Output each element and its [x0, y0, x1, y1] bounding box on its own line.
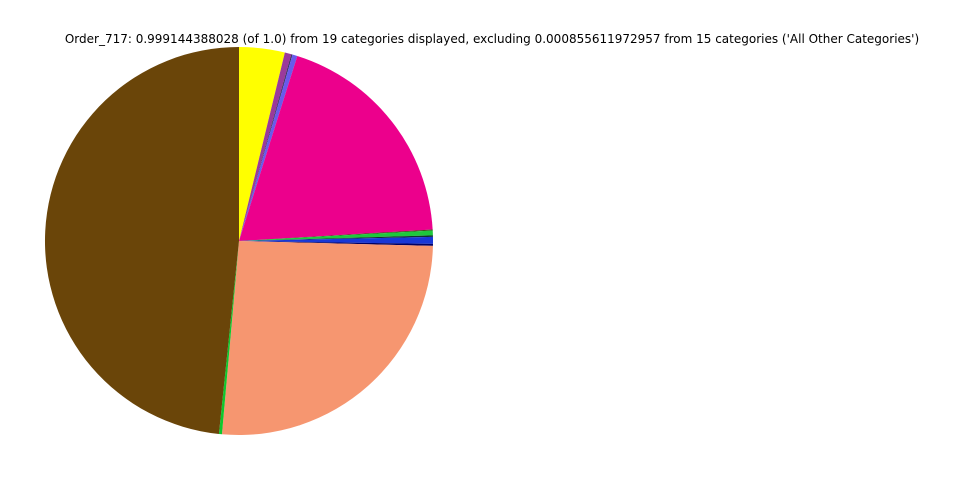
pie-slice [239, 241, 433, 246]
pie-slice [218, 241, 239, 435]
pie-slice [221, 241, 433, 435]
pie-slice [44, 47, 240, 434]
pie-slice [239, 229, 433, 241]
chart-title: Order_717: 0.999144388028 (of 1.0) from … [64, 32, 920, 46]
pie-slice [239, 235, 433, 241]
pie-slice [239, 52, 292, 241]
pie-slice [239, 54, 298, 241]
pie-slice [239, 230, 433, 241]
pie-slice [239, 54, 293, 242]
pie-slice [239, 236, 434, 244]
pie-slice [239, 55, 433, 241]
pie-slice [239, 47, 285, 241]
